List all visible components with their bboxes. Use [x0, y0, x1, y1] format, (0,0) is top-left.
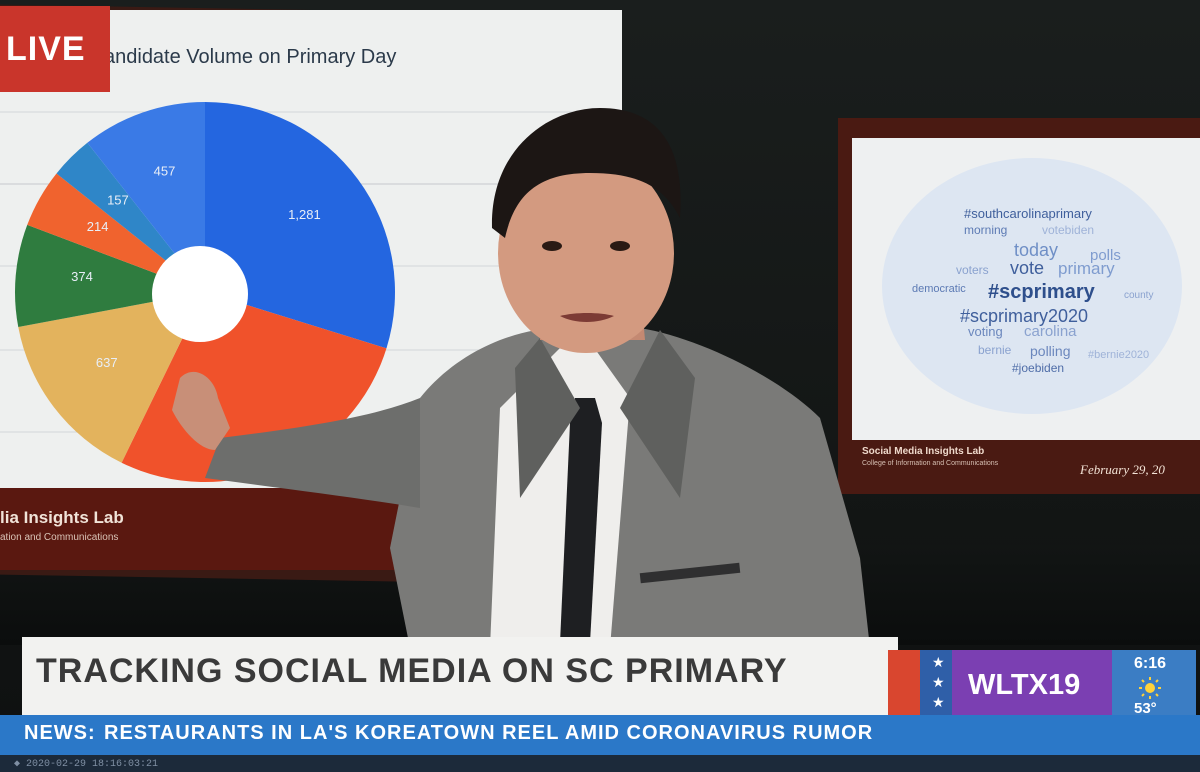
cloud-word: today	[1014, 240, 1058, 260]
pie-slice	[56, 142, 205, 292]
cloud-word: polling	[1030, 343, 1070, 359]
live-badge	[0, 6, 110, 92]
pie-data-label: 1,281	[288, 207, 321, 222]
cloud-word: #joebiden	[1012, 361, 1064, 375]
cloud-word: vote	[1010, 258, 1044, 278]
pie-slice	[18, 292, 205, 463]
pie-data-label: 457	[154, 163, 176, 178]
station-logo: WLTX19	[968, 669, 1081, 701]
star-icon: ★	[932, 694, 945, 710]
cloud-word: voting	[968, 324, 1003, 339]
cloud-word: county	[1124, 290, 1153, 301]
main-footer-subtitle: ation and Communications	[0, 532, 119, 543]
presenter-figure	[172, 108, 870, 648]
pie-data-label: 214	[87, 219, 109, 234]
cloud-word: primary	[1058, 259, 1115, 278]
pie-data-label: 637	[96, 355, 118, 370]
star-icon: ★	[932, 654, 945, 670]
cloud-word: #scprimary	[988, 281, 1096, 303]
headline-bar	[22, 637, 898, 717]
stars-panel: ★ ★ ★	[920, 650, 954, 718]
cloud-word: #southcarolinaprimary	[964, 206, 1092, 221]
pie-slice	[205, 102, 395, 349]
ticker-label: NEWS:	[24, 722, 96, 744]
pie-chart: 1,281 637 374 214 157 457	[14, 102, 395, 482]
flag-stripe	[888, 650, 922, 718]
cloud-word: #scprimary2020	[960, 306, 1088, 326]
pie-slice	[14, 224, 206, 328]
pie-slice	[87, 102, 205, 292]
chart-title: andidate Volume on Primary Day	[104, 46, 397, 68]
cloud-word: #bernie2020	[1088, 349, 1149, 361]
bottom-strip	[0, 755, 1200, 772]
cloud-word: voters	[956, 263, 989, 277]
weather-panel	[1112, 650, 1196, 718]
clock-time: 6:16	[1134, 655, 1167, 672]
temperature: 53°	[1134, 700, 1157, 717]
pie-data-label: 157	[107, 192, 129, 207]
donut-hole	[152, 246, 248, 342]
side-footer-date: February 29, 20	[1080, 462, 1165, 477]
pie-data-label: 374	[71, 269, 93, 284]
side-footer-title: Social Media Insights Lab	[862, 446, 985, 457]
cloud-word: votebiden	[1042, 223, 1094, 237]
ticker-text: RESTAURANTS IN LA'S KOREATOWN REEL AMID …	[104, 722, 874, 744]
cloud-word: bernie	[978, 343, 1012, 357]
main-monitor-footer	[0, 488, 410, 570]
live-label: LIVE	[6, 30, 86, 68]
side-footer-subtitle: College of Information and Communication…	[862, 460, 999, 467]
news-ticker	[0, 715, 1200, 755]
cloud-word: democratic	[912, 283, 966, 295]
main-footer-title: lia Insights Lab	[0, 508, 124, 527]
word-cloud: #southcarolinaprimary today vote primary…	[882, 158, 1182, 414]
bottom-timestamp: ◆ 2020-02-29 18:16:03:21	[14, 759, 159, 770]
headline-text: TRACKING SOCIAL MEDIA ON SC PRIMARY	[36, 652, 788, 690]
pie-slice	[27, 173, 205, 292]
sun-icon	[1139, 677, 1161, 699]
station-logo-panel	[952, 650, 1112, 718]
cloud-word: carolina	[1024, 323, 1077, 340]
cloud-word: polls	[1090, 247, 1121, 264]
star-icon: ★	[932, 674, 945, 690]
cloud-word: morning	[964, 223, 1007, 237]
